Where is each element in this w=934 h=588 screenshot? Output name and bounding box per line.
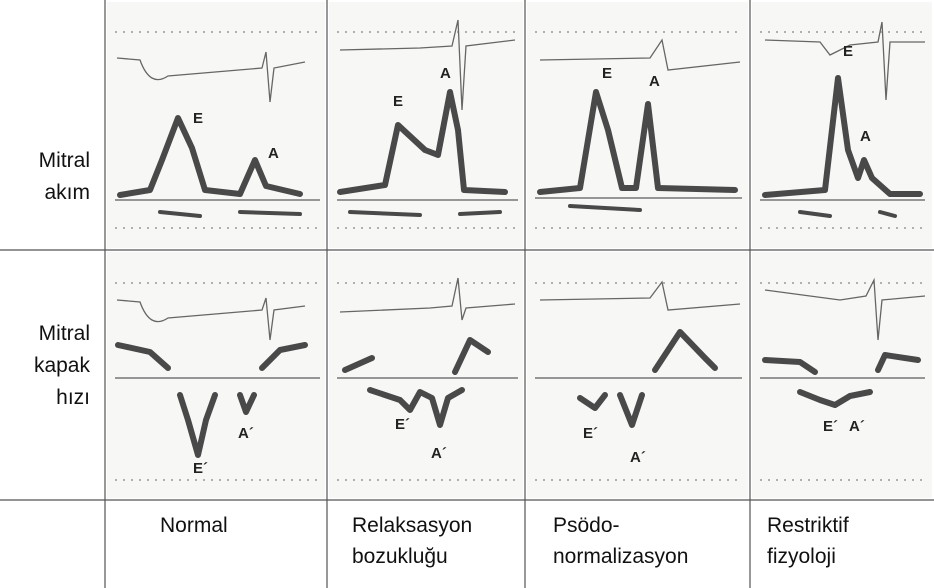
column-label: fizyoloji <box>767 545 836 568</box>
column-label: Restriktif <box>767 514 849 537</box>
column-label: normalizasyon <box>553 545 688 568</box>
row-label: Mitral <box>39 322 90 345</box>
wave-label: A <box>649 73 660 90</box>
wave-label: A´ <box>630 449 646 466</box>
wave-label: E´ <box>583 425 598 442</box>
row-label: kapak <box>34 354 91 377</box>
wave-label: A´ <box>849 418 865 435</box>
row-label: akım <box>44 181 90 204</box>
wave-label: A <box>440 65 451 82</box>
waveforms-row2 <box>115 277 926 481</box>
labels: Mitral akım Mitral kapak hızı Normal Relaksasy… <box>34 43 871 568</box>
wave-label: E <box>393 93 403 110</box>
wave-label: A´ <box>238 425 254 442</box>
wave-label: E´ <box>395 416 410 433</box>
wave-label: A <box>860 128 871 145</box>
column-label: Psödo- <box>553 514 620 537</box>
wave-label: A <box>268 145 279 162</box>
wave-label: E <box>843 43 853 60</box>
row-label: hızı <box>56 386 90 409</box>
column-label: bozukluğu <box>352 545 448 568</box>
wave-label: A´ <box>431 445 447 462</box>
wave-label: E´ <box>193 460 208 477</box>
wave-label: E <box>193 110 203 127</box>
column-label: Relaksasyon <box>352 514 472 537</box>
row-label: Mitral <box>39 149 90 172</box>
wave-label: E´ <box>823 418 838 435</box>
wave-label: E <box>602 65 612 82</box>
column-label: Normal <box>160 514 228 537</box>
waveforms-row1 <box>115 19 925 229</box>
